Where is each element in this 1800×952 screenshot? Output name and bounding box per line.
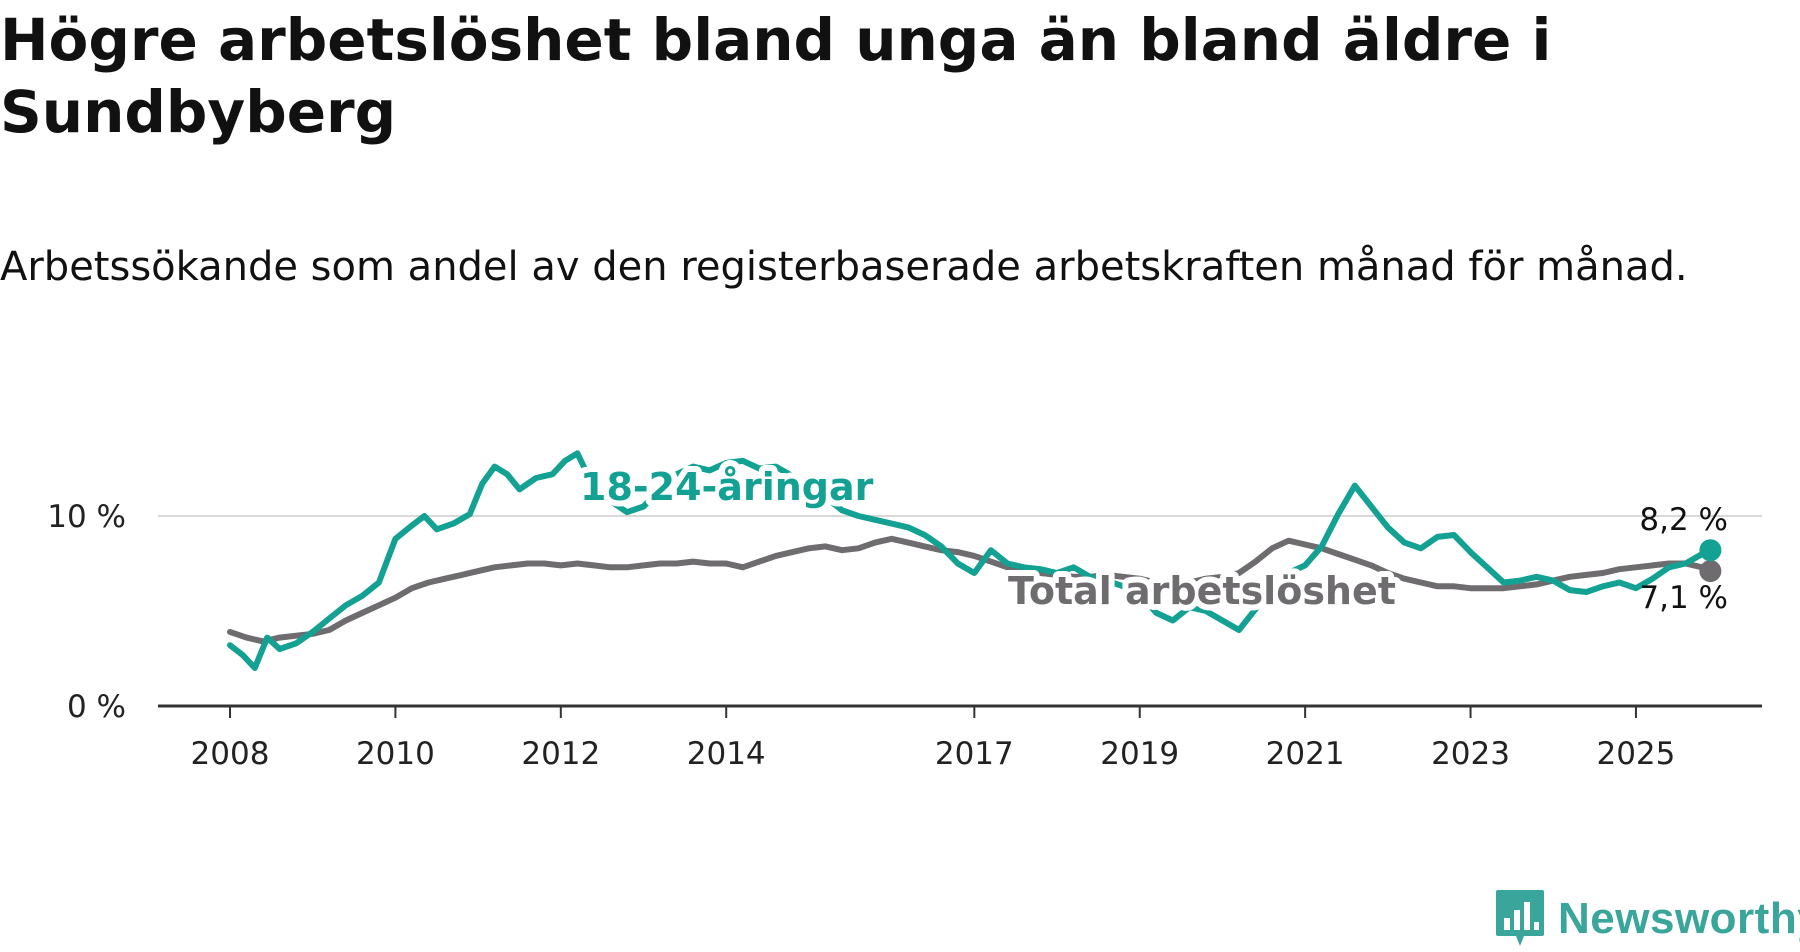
end-label-youth: 8,2 % xyxy=(1639,502,1728,538)
y-tick-label-10: 10 % xyxy=(47,499,126,535)
chart-subtitle: Arbetssökande som andel av den registerb… xyxy=(0,244,1688,290)
bar-chart-speech-bubble-icon xyxy=(1496,890,1544,946)
series-label-total: Total arbetslöshet xyxy=(1008,569,1396,613)
chart-title: Högre arbetslöshet bland unga än bland ä… xyxy=(0,6,1552,146)
x-tick-label-2017: 2017 xyxy=(935,736,1014,772)
x-tick-label-2008: 2008 xyxy=(191,736,270,772)
y-tick-label-0: 0 % xyxy=(67,689,126,725)
x-tick-label-2010: 2010 xyxy=(356,736,435,772)
x-tick-label-2019: 2019 xyxy=(1100,736,1179,772)
x-tick-label-2012: 2012 xyxy=(521,736,600,772)
logo-text: Newsworthy xyxy=(1558,894,1800,943)
series-line-total xyxy=(227,535,1714,645)
series-lines xyxy=(227,450,1722,671)
axes: 0 % 10 % 2008 2010 2012 2014 2017 2019 2021 2023 2… xyxy=(47,499,1762,772)
x-tick-label-2014: 2014 xyxy=(687,736,766,772)
x-tick-label-2025: 2025 xyxy=(1596,736,1675,772)
series-label-youth: 18-24-åringar xyxy=(580,465,874,509)
x-tick-label-2023: 2023 xyxy=(1431,736,1510,772)
series-line-youth xyxy=(227,450,1714,671)
newsworthy-logo: Newsworthy xyxy=(1494,886,1800,952)
x-tick-label-2021: 2021 xyxy=(1266,736,1345,772)
series-end-dot-youth xyxy=(1699,539,1722,562)
end-label-total: 7,1 % xyxy=(1639,580,1728,616)
series-end-dot-total xyxy=(1699,560,1722,583)
series-labels: 18-24-åringar Total arbetslöshet 8,2 % 7,1 … xyxy=(574,459,1728,619)
